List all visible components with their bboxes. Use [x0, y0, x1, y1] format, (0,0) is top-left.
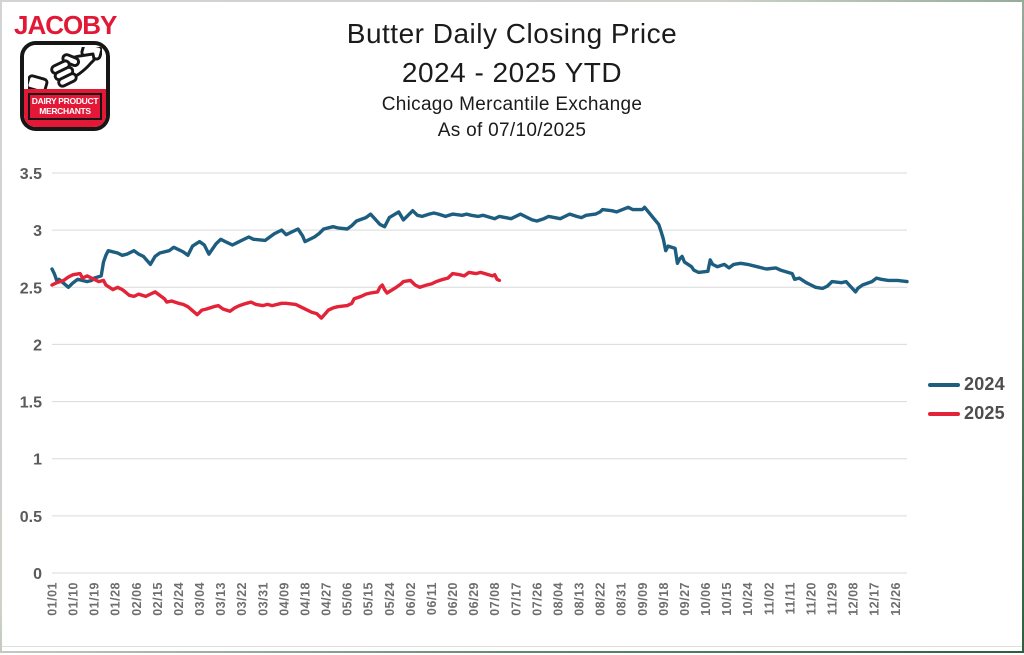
chart-subtitle-asof: As of 07/10/2025	[437, 120, 587, 141]
jacoby-badge: DAIRY PRODUCT MERCHANTS	[20, 41, 110, 131]
x-tick-label: 06/02	[404, 582, 418, 616]
x-tick-label: 12/26	[889, 582, 903, 616]
y-tick-label: 3.5	[20, 166, 42, 183]
x-tick-label: 08/04	[551, 582, 565, 616]
badge-text: DAIRY PRODUCT MERCHANTS	[28, 93, 102, 120]
chart-title-line2: 2024 - 2025 YTD	[401, 57, 623, 88]
x-tick-label: 09/09	[636, 582, 650, 616]
legend-swatch-icon	[928, 382, 960, 387]
badge-banner: DAIRY PRODUCT MERCHANTS	[24, 89, 106, 127]
x-tick-label: 02/24	[172, 582, 186, 616]
jacoby-logo: JACOBY DAIRY PRODUCT	[14, 10, 117, 131]
x-tick-label: 06/20	[446, 582, 460, 616]
x-tick-label: 11/11	[783, 582, 797, 614]
x-tick-label: 03/31	[256, 582, 270, 616]
legend-label: 2025	[964, 403, 1005, 423]
x-tick-label: 01/10	[67, 582, 81, 616]
x-tick-label: 08/13	[573, 582, 587, 616]
x-tick-label: 05/06	[341, 582, 355, 616]
x-tick-label: 07/08	[488, 582, 502, 616]
y-tick-label: 1.5	[20, 395, 42, 412]
y-tick-label: 2	[33, 337, 42, 354]
y-tick-label: 3	[33, 223, 42, 240]
x-tick-label: 03/04	[193, 582, 207, 616]
x-tick-label: 06/11	[425, 582, 439, 615]
x-tick-label: 02/06	[130, 582, 144, 616]
series-line-2025	[50, 270, 502, 320]
chart-title-line1: Butter Daily Closing Price	[346, 18, 678, 49]
legend-label: 2024	[964, 374, 1005, 394]
series-line-2024	[50, 205, 909, 294]
x-tick-label: 04/09	[277, 582, 291, 616]
y-tick-label: 2.5	[20, 280, 42, 297]
jacoby-wordmark: JACOBY	[14, 10, 117, 40]
x-tick-label: 10/06	[699, 582, 713, 616]
x-tick-label: 10/15	[720, 582, 734, 616]
badge-text-line1: DAIRY PRODUCT	[31, 96, 99, 106]
x-tick-label: 06/29	[467, 582, 481, 616]
x-tick-label: 02/15	[151, 582, 165, 616]
x-tick-label: 07/17	[509, 582, 523, 616]
chart-legend: 2024 2025	[928, 373, 1005, 431]
x-tick-label: 03/13	[214, 582, 228, 616]
x-tick-label: 11/29	[826, 582, 840, 615]
x-tick-label: 01/28	[109, 582, 123, 616]
x-tick-label: 04/18	[298, 582, 312, 616]
x-tick-label: 08/22	[594, 582, 608, 616]
x-tick-label: 01/01	[46, 582, 60, 616]
legend-item-2025: 2025	[928, 402, 1005, 425]
badge-text-line2: MERCHANTS	[39, 105, 91, 116]
x-tick-label: 11/02	[762, 582, 776, 615]
x-tick-label: 05/15	[362, 582, 376, 616]
x-tick-label: 10/24	[741, 582, 755, 616]
legend-item-2024: 2024	[928, 373, 1005, 396]
y-tick-label: 0	[33, 566, 42, 583]
x-tick-label: 08/31	[615, 582, 629, 616]
x-tick-label: 05/24	[383, 582, 397, 616]
x-tick-label: 03/22	[235, 582, 249, 616]
chart-subtitle-exchange: Chicago Mercantile Exchange	[381, 94, 643, 115]
x-tick-label: 09/18	[657, 582, 671, 616]
chart-header: Butter Daily Closing Price 2024 - 2025 Y…	[2, 14, 1022, 144]
x-tick-label: 01/19	[88, 582, 102, 616]
x-tick-label: 07/26	[530, 582, 544, 616]
y-tick-label: 0.5	[20, 509, 42, 526]
x-tick-label: 11/20	[804, 582, 818, 615]
x-tick-label: 12/17	[868, 582, 882, 616]
y-tick-label: 1	[33, 452, 42, 469]
legend-swatch-icon	[928, 411, 960, 416]
x-tick-label: 04/27	[320, 582, 334, 616]
x-tick-label: 09/27	[678, 582, 692, 616]
x-tick-label: 12/08	[847, 582, 861, 616]
handshake-icon	[24, 45, 106, 89]
